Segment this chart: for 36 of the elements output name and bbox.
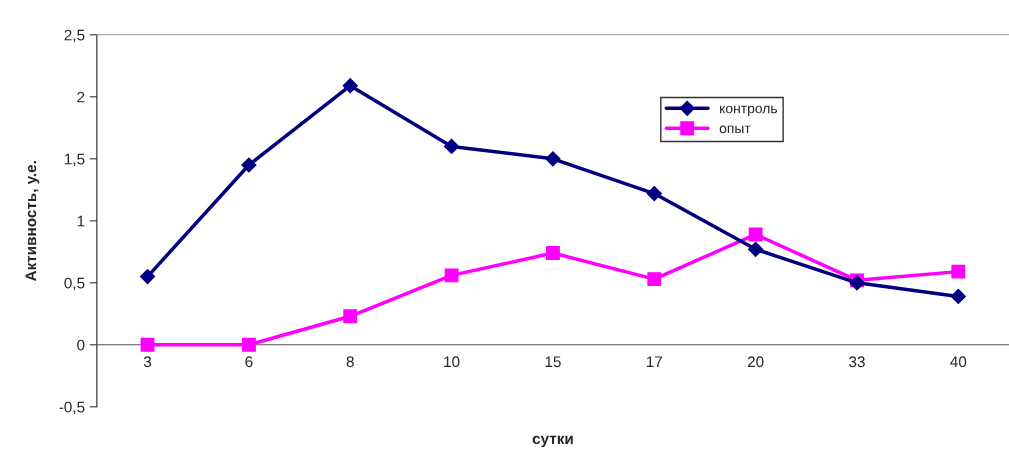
y-tick-label: 0,5	[64, 277, 85, 291]
point	[647, 272, 662, 287]
legend-label: контроль	[720, 105, 778, 117]
y-tick-label: -0,5	[59, 401, 85, 415]
point	[241, 337, 256, 352]
point	[342, 78, 358, 94]
x-tick-label: 15	[545, 356, 561, 368]
legend-label: опыт	[719, 125, 751, 134]
x-axis-title: сутки	[532, 435, 573, 448]
point	[444, 138, 460, 154]
point	[545, 151, 561, 167]
y-tick-label: 2,5	[64, 29, 85, 43]
x-tick-label: 3	[143, 356, 152, 368]
y-tick-label: 1,5	[64, 153, 85, 167]
x-tick-label: 17	[646, 356, 663, 367]
point	[950, 288, 966, 305]
point	[951, 264, 966, 279]
x-tick-label: 33	[849, 356, 865, 368]
point	[444, 268, 459, 283]
y-axis-title: Активность, у.е.	[25, 161, 40, 282]
point	[646, 185, 662, 202]
point	[545, 246, 560, 260]
x-tick-label: 40	[950, 356, 967, 368]
point	[139, 269, 156, 285]
x-tick-label: 20	[747, 356, 764, 368]
y-tick-label: 0	[77, 339, 85, 351]
point	[140, 337, 155, 352]
y-tick-label: 1	[77, 215, 85, 227]
x-tick-label: 10	[444, 356, 460, 368]
point	[748, 227, 763, 242]
x-tick-label: 6	[245, 356, 253, 368]
point	[343, 309, 358, 324]
point	[241, 157, 257, 173]
point	[748, 241, 764, 257]
x-tick-label: 8	[346, 356, 354, 368]
y-tick-label: 2	[77, 91, 85, 103]
